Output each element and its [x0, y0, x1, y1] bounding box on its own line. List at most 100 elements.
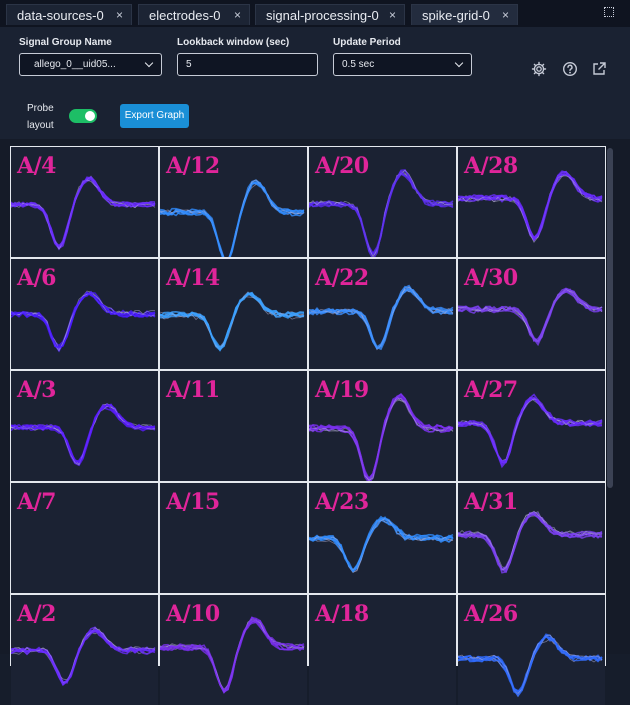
spike-trace	[11, 290, 156, 351]
spike-trace	[11, 292, 156, 352]
channel-label: A/27	[464, 377, 518, 403]
spike-trace	[309, 516, 454, 573]
spike-trace	[458, 287, 603, 343]
spike-trace	[458, 510, 603, 571]
channel-cell[interactable]: A/6	[11, 259, 158, 369]
spike-trace	[309, 515, 454, 572]
spike-trace	[11, 292, 156, 351]
spike-waveform	[458, 170, 603, 244]
channel-cell[interactable]: A/11	[160, 371, 307, 481]
channel-label: A/22	[315, 265, 369, 291]
channel-cell[interactable]: A/7	[11, 483, 158, 593]
spike-trace	[458, 396, 603, 464]
close-icon[interactable]: ×	[388, 8, 396, 22]
channel-cell[interactable]: A/23	[309, 483, 456, 593]
tab-spike-grid[interactable]: spike-grid-0 ×	[411, 4, 518, 25]
controls-panel: Signal Group Name allego_0__uid05... Loo…	[0, 27, 630, 139]
channel-label: A/30	[464, 265, 518, 291]
spike-trace	[309, 284, 454, 348]
channel-cell[interactable]: A/2	[11, 595, 158, 705]
channel-cell[interactable]: A/19	[309, 371, 456, 481]
signal-group-select[interactable]: allego_0__uid05...	[19, 53, 162, 76]
channel-label: A/19	[315, 377, 369, 403]
channel-cell[interactable]: A/12	[160, 147, 307, 257]
spike-waveform	[160, 291, 305, 352]
spike-waveform	[309, 284, 454, 351]
spike-trace	[458, 511, 603, 574]
spike-trace	[160, 616, 305, 694]
channel-cell[interactable]: A/20	[309, 147, 456, 257]
close-icon[interactable]: ×	[115, 8, 123, 22]
probe-layout-toggle[interactable]	[69, 109, 97, 123]
update-period-select[interactable]: 0.5 sec	[333, 53, 472, 76]
spike-trace	[309, 285, 454, 350]
spike-trace	[458, 636, 603, 698]
channel-cell[interactable]: A/3	[11, 371, 158, 481]
channel-cell[interactable]: A/18	[309, 595, 456, 705]
spike-trace	[160, 618, 305, 694]
vertical-scrollbar[interactable]	[607, 148, 613, 488]
spike-trace	[458, 512, 603, 571]
channel-cell[interactable]: A/4	[11, 147, 158, 257]
spike-trace	[11, 402, 156, 464]
spike-trace	[309, 169, 454, 257]
spike-trace	[309, 286, 454, 351]
tab-label: electrodes-0	[149, 8, 221, 23]
spike-trace	[11, 290, 156, 349]
channel-cell[interactable]: A/27	[458, 371, 605, 481]
spike-trace	[458, 511, 603, 571]
spike-trace	[11, 179, 156, 250]
close-icon[interactable]: ×	[233, 8, 241, 22]
spike-trace	[11, 176, 156, 249]
channel-label: A/4	[17, 153, 56, 179]
tab-electrodes[interactable]: electrodes-0 ×	[138, 4, 250, 25]
help-circle-icon[interactable]	[562, 61, 578, 77]
spike-trace	[11, 629, 156, 686]
channel-label: A/14	[166, 265, 220, 291]
channel-label: A/3	[17, 377, 56, 403]
spike-trace	[309, 518, 454, 574]
lookback-input[interactable]: 5	[177, 53, 318, 76]
spike-trace	[458, 396, 603, 463]
channel-cell[interactable]: A/28	[458, 147, 605, 257]
lookback-label: Lookback window (sec)	[177, 37, 290, 48]
close-icon[interactable]: ×	[501, 8, 509, 22]
spike-trace	[458, 512, 602, 571]
spike-trace	[309, 517, 454, 573]
spike-trace	[160, 621, 305, 694]
channel-cell[interactable]: A/14	[160, 259, 307, 369]
tab-data-sources[interactable]: data-sources-0 ×	[6, 4, 132, 25]
spike-trace	[309, 170, 454, 255]
spike-trace	[11, 291, 156, 353]
export-graph-button[interactable]: Export Graph	[120, 104, 189, 128]
spike-trace	[458, 397, 603, 466]
tab-signal-processing[interactable]: signal-processing-0 ×	[255, 4, 405, 25]
spike-waveform	[11, 290, 156, 353]
maximize-icon[interactable]	[604, 7, 614, 17]
spike-trace	[309, 393, 454, 480]
channel-cell[interactable]: A/30	[458, 259, 605, 369]
spike-waveform	[11, 402, 156, 467]
channel-cell[interactable]: A/31	[458, 483, 605, 593]
chevron-down-icon	[454, 58, 464, 68]
channel-cell[interactable]: A/10	[160, 595, 307, 705]
external-link-icon[interactable]	[591, 61, 607, 77]
spike-trace	[11, 291, 156, 347]
channel-cell[interactable]: A/26	[458, 595, 605, 705]
spike-trace	[309, 172, 453, 256]
spike-waveform	[309, 169, 454, 257]
gear-icon[interactable]	[531, 61, 547, 77]
spike-trace	[309, 518, 454, 573]
spike-trace	[458, 397, 603, 464]
spike-trace	[458, 513, 603, 574]
channel-cell[interactable]: A/22	[309, 259, 456, 369]
spike-trace	[11, 178, 156, 247]
channel-cell[interactable]: A/15	[160, 483, 307, 593]
channel-label: A/10	[166, 601, 220, 627]
spike-waveform	[309, 515, 454, 574]
spike-trace	[160, 296, 305, 350]
spike-trace	[11, 626, 156, 684]
spike-trace	[458, 393, 603, 462]
spike-trace	[11, 628, 156, 681]
spike-trace	[309, 517, 454, 570]
